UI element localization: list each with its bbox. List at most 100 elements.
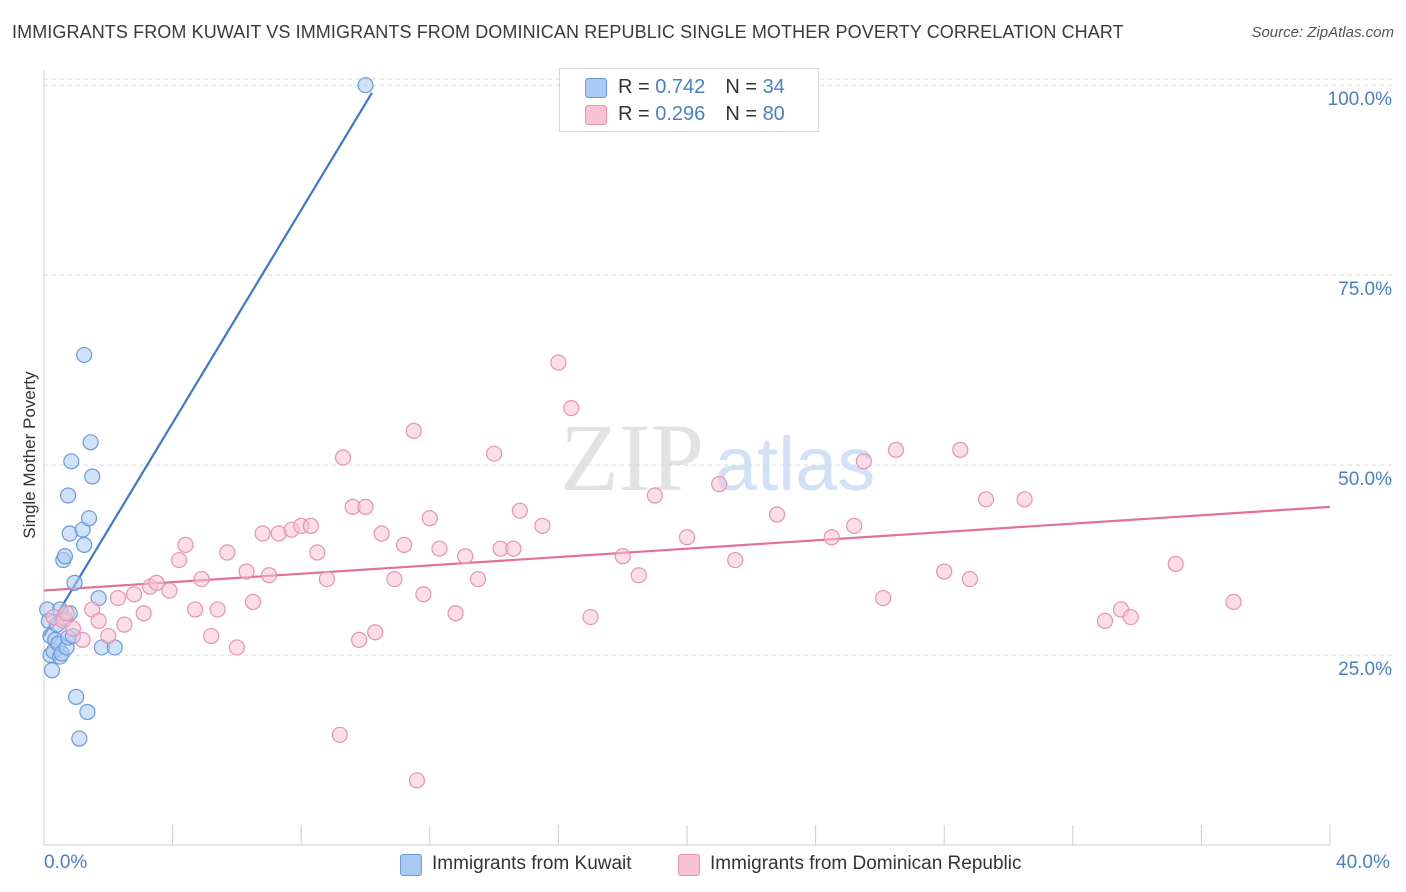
point-kuwait xyxy=(357,77,374,94)
watermark: ZIP atlas xyxy=(560,404,875,511)
point-kuwait xyxy=(80,510,98,527)
point-dominican xyxy=(405,422,422,440)
point-dominican xyxy=(228,639,245,656)
point-dominican xyxy=(373,525,390,542)
point-dominican xyxy=(58,605,75,622)
trend-line-dominican xyxy=(43,505,1331,592)
chart-title: IMMIGRANTS FROM KUWAIT VS IMMIGRANTS FRO… xyxy=(12,22,1124,42)
y-axis-label: Single Mother Poverty xyxy=(20,371,39,539)
point-dominican xyxy=(534,517,551,534)
point-dominican xyxy=(550,354,567,371)
point-kuwait xyxy=(56,548,73,565)
point-dominican xyxy=(244,593,262,610)
point-kuwait xyxy=(76,346,93,364)
point-dominican xyxy=(563,400,580,417)
point-dominican xyxy=(109,589,127,607)
point-kuwait xyxy=(82,434,99,451)
correlation-legend: R = 0.742 N = 34 R = 0.296 N = 80 xyxy=(559,68,819,132)
point-dominican xyxy=(421,510,438,527)
point-dominican xyxy=(187,601,204,618)
point-dominican xyxy=(260,567,278,584)
point-dominican xyxy=(148,574,165,591)
point-dominican xyxy=(386,570,403,588)
point-dominican xyxy=(505,540,522,557)
watermark-zip: ZIP xyxy=(560,404,704,511)
point-dominican xyxy=(977,491,995,508)
watermark-atlas: atlas xyxy=(715,422,876,507)
n-label: N = xyxy=(725,76,763,98)
r-label: R = xyxy=(618,103,656,125)
point-dominican xyxy=(768,506,786,523)
point-dominican xyxy=(302,517,319,534)
legend-stats-dominican: R = 0.296 N = 80 xyxy=(618,101,785,127)
point-kuwait xyxy=(43,662,61,679)
point-dominican xyxy=(219,544,236,561)
point-dominican xyxy=(846,517,863,534)
point-dominican xyxy=(1016,491,1033,508)
n-value-kuwait: 34 xyxy=(762,76,785,98)
point-dominican xyxy=(203,627,220,645)
trend-lines xyxy=(43,92,1331,637)
axes xyxy=(43,70,1331,846)
point-dominican xyxy=(1122,608,1139,626)
point-dominican xyxy=(457,548,474,565)
point-dominican xyxy=(431,540,448,557)
point-dominican xyxy=(630,567,647,584)
point-dominican xyxy=(334,449,352,466)
trend-line-kuwait xyxy=(43,92,373,637)
point-dominican xyxy=(161,582,178,599)
point-kuwait xyxy=(60,487,77,504)
source-credit: Source: ZipAtlas.com xyxy=(1251,24,1394,41)
point-dominican xyxy=(177,536,194,553)
legend-stats-kuwait: R = 0.742 N = 34 xyxy=(618,74,785,100)
point-dominican xyxy=(395,536,413,553)
point-dominican xyxy=(1167,555,1184,572)
point-dominican xyxy=(309,544,326,561)
legend-swatch-dominican xyxy=(585,105,607,125)
point-dominican xyxy=(952,441,969,459)
point-kuwait xyxy=(63,453,80,470)
point-dominican xyxy=(408,772,426,789)
legend-swatch-dominican xyxy=(678,854,700,876)
point-kuwait xyxy=(66,574,83,591)
y-tick-label: 75.0% xyxy=(1338,279,1392,300)
point-dominican xyxy=(100,627,117,645)
n-value-dominican: 80 xyxy=(762,103,785,125)
point-dominican xyxy=(855,453,872,470)
point-dominican xyxy=(415,586,432,603)
point-dominican xyxy=(135,605,152,622)
legend-label-dominican: Immigrants from Dominican Republic xyxy=(710,853,1022,874)
legend-swatch-kuwait xyxy=(585,78,607,98)
legend-swatch-kuwait xyxy=(400,854,422,876)
point-kuwait xyxy=(71,730,88,747)
x-tick-label-min: 0.0% xyxy=(44,852,88,873)
x-tick-label-max: 40.0% xyxy=(1336,852,1390,873)
point-dominican xyxy=(357,498,374,515)
point-dominican xyxy=(678,529,696,546)
point-dominican xyxy=(875,589,892,607)
point-dominican xyxy=(331,726,348,743)
point-kuwait xyxy=(68,688,85,705)
point-dominican xyxy=(74,631,91,648)
point-dominican xyxy=(447,605,464,622)
point-dominican xyxy=(318,570,336,588)
point-dominican xyxy=(469,570,487,588)
point-dominican xyxy=(1096,612,1114,629)
point-kuwait xyxy=(79,703,96,721)
point-dominican xyxy=(961,570,979,588)
legend-label-kuwait: Immigrants from Kuwait xyxy=(432,853,632,874)
point-dominican xyxy=(350,631,368,648)
y-tick-labels: 25.0% 50.0% 75.0% 100.0% xyxy=(1328,89,1393,680)
r-value-dominican: 0.296 xyxy=(655,103,706,125)
point-dominican xyxy=(582,608,599,626)
data-points xyxy=(39,77,1242,789)
point-dominican xyxy=(64,620,82,637)
point-dominican xyxy=(486,445,503,462)
point-dominican xyxy=(511,502,528,519)
point-dominican xyxy=(193,570,210,588)
point-dominican xyxy=(125,586,143,603)
point-dominican xyxy=(238,563,255,580)
point-dominican xyxy=(209,601,226,618)
point-dominican xyxy=(727,551,744,569)
